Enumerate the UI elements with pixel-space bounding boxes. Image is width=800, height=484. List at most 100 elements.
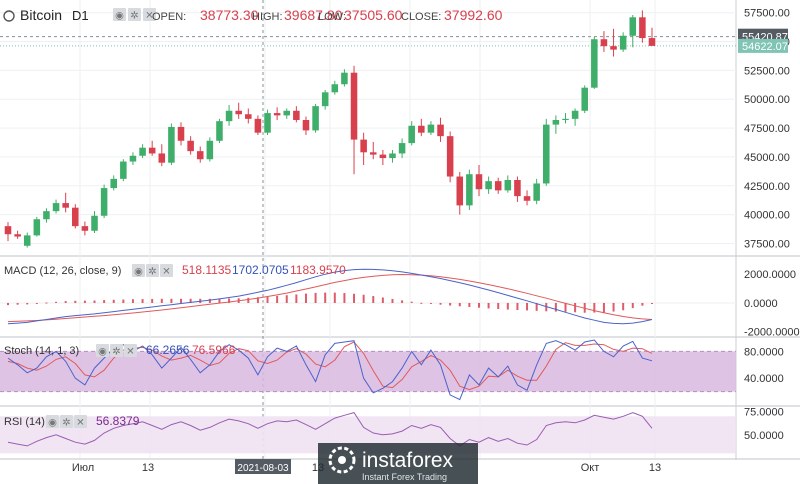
macd-settings-icon[interactable]: ✲	[146, 264, 159, 278]
candle	[379, 150, 387, 165]
macd-histogram-bar	[506, 302, 509, 310]
time-tick-label: 13	[649, 462, 661, 474]
candle	[283, 108, 291, 119]
candle-body	[523, 196, 531, 201]
eye-icon-glyph: ◉	[115, 11, 124, 22]
collapse-icon[interactable]	[3, 10, 15, 22]
candle	[235, 102, 242, 119]
candle-body	[254, 118, 262, 133]
macd-histogram-bar	[526, 302, 529, 311]
candle-body	[245, 114, 252, 119]
candle	[43, 208, 50, 223]
close-icon[interactable]: ✕	[143, 8, 156, 22]
candle	[81, 221, 89, 236]
candle-body	[379, 154, 387, 159]
candle-body	[331, 84, 339, 93]
candle-body	[139, 147, 146, 156]
macd-histogram-bar	[622, 302, 625, 311]
macd-histogram-bar	[35, 302, 38, 304]
candle	[62, 192, 69, 213]
rsi-eye-icon[interactable]: ◉	[46, 415, 59, 429]
macd-histogram-bar	[651, 302, 653, 304]
stoch-eye-icon[interactable]: ◉	[96, 344, 109, 358]
macd-signal-line	[7, 273, 653, 323]
stoch-close-icon-glyph: ✕	[126, 347, 134, 358]
rsi-close-icon[interactable]: ✕	[74, 415, 87, 429]
candle-body	[504, 180, 512, 191]
rsi-eye-icon-glyph: ◉	[48, 418, 57, 429]
macd-close-icon-glyph: ✕	[162, 267, 170, 278]
candle	[610, 28, 617, 57]
candle	[360, 132, 367, 165]
candle-body	[427, 124, 435, 133]
symbol-name: Bitcoin	[20, 7, 62, 23]
macd-histogram-bar	[141, 299, 144, 303]
candle-body	[629, 17, 637, 36]
candle	[177, 122, 185, 146]
candle-body	[52, 203, 60, 212]
candle-body	[571, 110, 579, 119]
price-tick-label: 47500.00	[744, 123, 790, 135]
candle-body	[14, 234, 21, 237]
macd-histogram-bar	[314, 292, 317, 303]
stoch-close-icon-bg	[124, 344, 137, 357]
rsi-tick-label: 75.0000	[744, 407, 784, 419]
ohlc-value: 37505.60	[344, 7, 403, 23]
candle-body	[456, 176, 464, 206]
macd-histogram-bar	[593, 302, 596, 313]
macd-close-icon[interactable]: ✕	[160, 264, 173, 278]
macd-histogram-bar	[55, 301, 58, 303]
macd-histogram-bar	[497, 302, 500, 309]
macd-histogram-bar	[631, 302, 634, 309]
time-tick-label: Июл	[72, 462, 94, 474]
candle-body	[619, 35, 627, 50]
candle-body	[446, 136, 454, 177]
candle	[591, 36, 598, 89]
macd-histogram-bar	[449, 302, 452, 306]
macd-histogram-bar	[564, 302, 567, 312]
candle	[148, 140, 156, 156]
macd-histogram-bar	[276, 295, 279, 303]
macd-histogram-bar	[64, 301, 67, 303]
candle-body	[168, 126, 175, 163]
macd-histogram-bar	[362, 294, 365, 303]
candle	[629, 15, 637, 48]
macd-histogram-bar	[391, 298, 394, 303]
eye-icon-bg	[113, 8, 126, 21]
macd-histogram-bar	[170, 298, 173, 303]
macd-histogram-bar	[74, 300, 77, 303]
price-tick-label: 40000.00	[744, 210, 790, 222]
candle-body	[485, 181, 492, 190]
candle	[581, 85, 588, 114]
stoch-settings-icon[interactable]: ✲	[110, 344, 123, 358]
candle-body	[158, 153, 166, 163]
candle	[110, 175, 117, 191]
candle	[139, 144, 146, 159]
eye-icon[interactable]: ◉	[113, 8, 126, 22]
candle	[254, 115, 262, 135]
macd-tick-label: -2000.0000	[744, 327, 800, 339]
macd-histogram-bar	[641, 302, 644, 306]
rsi-settings-icon[interactable]: ✲	[60, 415, 73, 429]
candle-body	[283, 110, 291, 116]
candle-body	[302, 120, 310, 131]
rsi-close-icon-glyph: ✕	[76, 418, 84, 429]
watermark-tagline: Instant Forex Trading	[362, 472, 447, 482]
candle-body	[418, 125, 425, 133]
stoch-close-icon[interactable]: ✕	[124, 344, 137, 358]
settings-icon[interactable]: ✲	[128, 8, 141, 22]
macd-value: 518.1135	[182, 263, 231, 277]
candle	[33, 216, 41, 237]
ohlc-label: OPEN:	[152, 11, 186, 23]
macd-histogram-bar	[122, 299, 125, 303]
candle	[552, 115, 560, 134]
macd-eye-icon[interactable]: ◉	[132, 264, 145, 278]
candle-body	[235, 110, 242, 115]
candle-body	[610, 46, 617, 50]
macd-histogram-bar	[295, 294, 298, 303]
macd-histogram-bar	[160, 298, 163, 303]
macd-histogram-bar	[7, 302, 9, 306]
macd-histogram-bar	[16, 302, 19, 305]
